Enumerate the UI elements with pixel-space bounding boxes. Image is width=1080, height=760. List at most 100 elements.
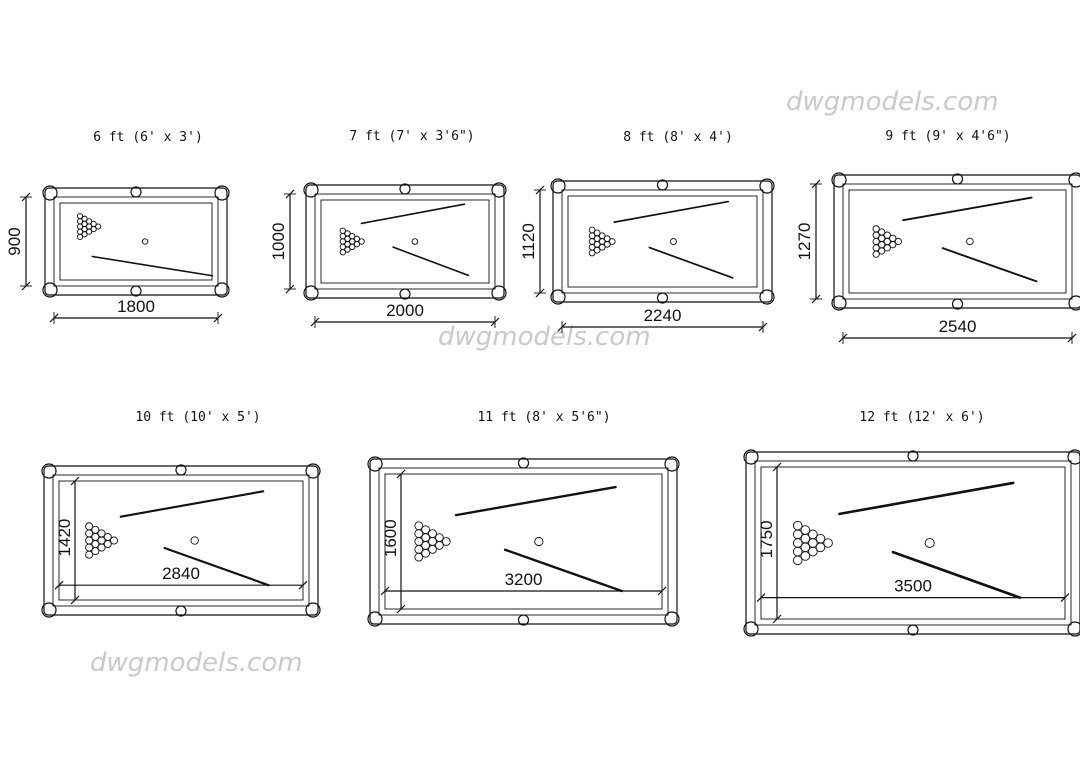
pocket [42,282,58,298]
rack-ball [598,243,606,251]
cushion-outline [842,183,1073,300]
rack-ball [894,237,902,246]
width-label: 1270 [795,223,814,261]
rack-ball [97,543,106,552]
pocket [1067,621,1080,637]
dimension-tick [54,580,64,590]
rack-ball [808,546,818,557]
pocket [831,172,847,188]
billiard-table-4: 9 ft (9' x 4'6") 2540 1270 [795,129,1080,344]
cue-ball [669,238,677,245]
playing-field [567,195,758,288]
pocket [1067,449,1080,465]
rack-ball [441,537,451,546]
rack-ball [358,238,365,245]
rack-ball [91,547,100,556]
dimension-tick [298,580,308,590]
cue-stick [902,196,1033,222]
cue-stick [941,247,1038,283]
cue-stick [454,485,617,517]
pocket [130,186,142,198]
width-label: 900 [5,227,24,255]
rack-ball [85,550,94,559]
cue-stick [360,203,466,225]
pocket [907,624,919,636]
pocket [303,285,319,301]
rack-ball [878,247,886,255]
dimension-tick [657,586,667,596]
playing-field [760,466,1066,620]
dimension-tick [70,476,80,486]
rack-ball [588,249,596,257]
rack-ball [109,536,118,545]
cue-ball [966,237,974,246]
rack-ball [76,233,84,240]
watermark-bottom: dwgmodels.com [90,648,303,678]
cue-ball [190,536,199,545]
pocket [656,292,669,304]
table-frame [44,187,228,296]
pocket [656,179,669,191]
table-frame [369,458,678,625]
cue-stick [891,550,1022,599]
pocket [41,463,57,479]
rack-ball [353,241,361,248]
table-frame [305,184,505,299]
pocket [491,182,507,198]
cue-ball [534,536,544,547]
rack-ball [344,246,351,253]
rack-ball [103,540,112,549]
rack-ball [339,249,346,256]
rack-ball [86,228,93,235]
cue-stick [613,200,730,224]
table-size-title: 9 ft (9' x 4'6") [885,129,1010,144]
billiard-table-6: 11 ft (8' x 5'6") 3200 1600 [367,410,680,627]
rack-ball [823,538,833,548]
pocket [42,185,58,201]
pocket [214,282,230,298]
cue-stick [163,546,270,587]
cue-stick [392,246,470,277]
cue-ball [924,538,935,549]
rack-ball [95,223,102,230]
table-size-title: 7 ft (7' x 3'6") [349,129,474,144]
rack-ball [81,231,88,238]
playing-field [320,199,490,284]
billiard-table-2: 7 ft (7' x 3'6") 2000 1000 [269,129,507,328]
pocket [517,457,530,469]
pocket [743,621,759,637]
length-label: 1800 [117,297,155,316]
length-label: 2240 [644,306,682,325]
pocket [550,178,566,194]
cue-ball [411,238,419,245]
pocket [367,611,383,627]
pocket [759,178,775,194]
pocket [491,285,507,301]
cue-stick [648,246,734,279]
rack-ball [883,244,891,252]
pocket [743,449,759,465]
pocket [907,450,919,462]
table-frame [43,465,319,616]
dimension-tick [396,469,406,479]
rack-ball [608,238,616,245]
table-size-title: 10 ft (10' x 5') [135,410,260,425]
pocket [214,185,230,201]
length-label: 2840 [162,564,200,583]
rack-ball [800,551,811,561]
rack-ball [435,541,444,550]
table-frame [833,174,1080,309]
dimension-tick [756,593,766,603]
rack-ball [414,552,424,562]
billiard-table-7: 12 ft (12' x 6') 3500 1750 [743,410,1080,637]
playing-field [58,480,304,601]
table-size-title: 6 ft (6' x 3') [93,130,203,145]
billiard-table-5: 10 ft (10' x 5') 2840 1420 [41,410,321,618]
rack-ball [872,250,880,258]
cue-stick [119,490,265,518]
rack-ball [815,542,826,553]
pocket [41,602,57,618]
length-label: 2000 [386,301,424,320]
width-label: 1600 [381,519,400,557]
